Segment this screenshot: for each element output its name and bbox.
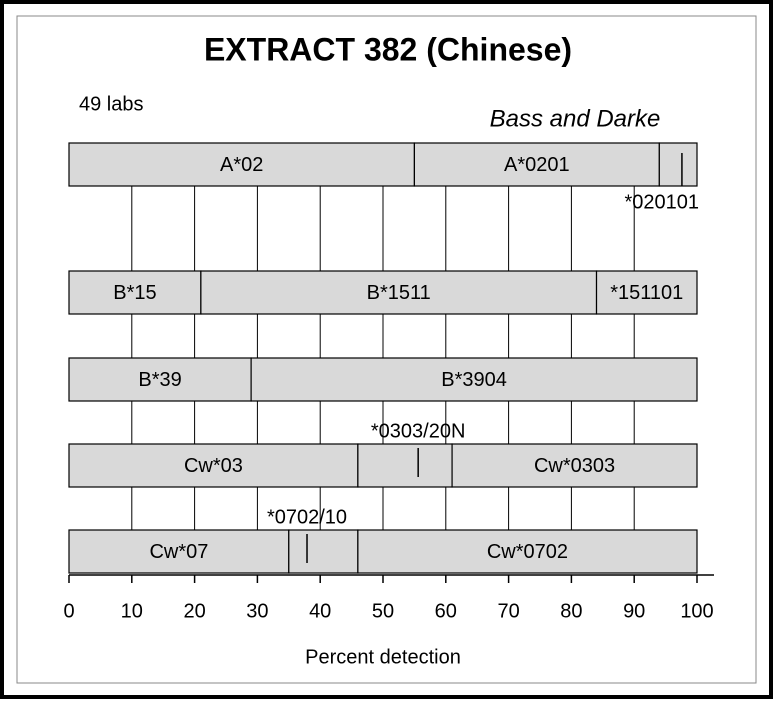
segment-label: Cw*0702 — [487, 541, 568, 563]
x-tick-label: 80 — [560, 600, 582, 622]
bar-segment — [413, 142, 660, 187]
bar-segment — [68, 270, 202, 315]
bar-segment — [658, 142, 698, 187]
x-tick-label: 60 — [435, 600, 457, 622]
annotation: Bass and Darke — [490, 105, 661, 132]
bar-segment — [357, 443, 453, 488]
bar-segment — [68, 529, 290, 574]
x-tick-label: 70 — [497, 600, 519, 622]
bar-segment — [250, 357, 698, 402]
x-tick-label: 10 — [121, 600, 143, 622]
bar-segment — [357, 529, 698, 574]
bar-segment — [451, 443, 698, 488]
chart-title: EXTRACT 382 (Chinese) — [204, 31, 572, 67]
bar-segment — [288, 529, 359, 574]
x-tick-label: 100 — [680, 600, 713, 622]
segment-label: Cw*0303 — [534, 455, 615, 477]
x-axis-label: Percent detection — [305, 646, 461, 668]
x-tick-label: 0 — [63, 600, 74, 622]
segment-label: *151101 — [610, 282, 683, 304]
segment-label: A*02 — [220, 154, 263, 176]
bar-segment — [68, 142, 415, 187]
segment-label: A*0201 — [504, 154, 570, 176]
segment-label: *020101 — [624, 191, 699, 213]
x-tick-label: 90 — [623, 600, 645, 622]
bar-segment — [68, 357, 252, 402]
inner-frame — [16, 15, 757, 684]
segment-label: B*1511 — [367, 282, 431, 304]
x-tick-label: 30 — [246, 600, 268, 622]
subtitle: 49 labs — [79, 93, 144, 115]
segment-label: B*15 — [113, 282, 156, 304]
bar-segment — [200, 270, 598, 315]
segment-label: Cw*07 — [149, 541, 208, 563]
bar-segment — [68, 443, 359, 488]
segment-label: B*39 — [138, 369, 181, 391]
segment-label: Cw*03 — [184, 455, 243, 477]
segment-label: *0303/20N — [371, 420, 466, 442]
bar-segment — [595, 270, 698, 315]
segment-label: B*3904 — [441, 369, 507, 391]
x-tick-label: 20 — [183, 600, 205, 622]
x-tick-label: 40 — [309, 600, 331, 622]
x-tick-label: 50 — [372, 600, 394, 622]
segment-label: *0702/10 — [267, 506, 347, 528]
